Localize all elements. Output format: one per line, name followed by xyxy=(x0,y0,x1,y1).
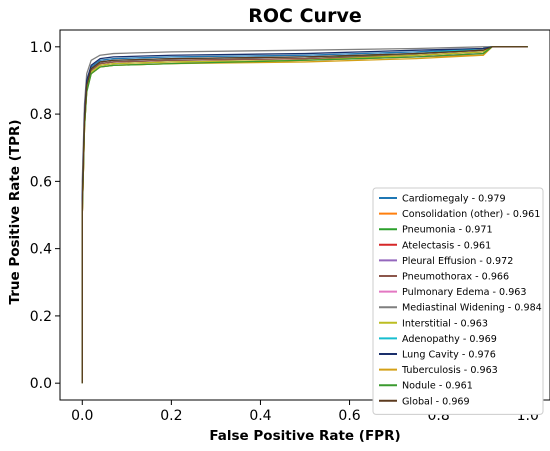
roc-curve-mediastinal-widening xyxy=(81,46,528,384)
y-axis-label: True Positive Rate (TPR) xyxy=(7,119,23,304)
x-tick-label: 0.6 xyxy=(338,408,360,424)
legend-entry: Pleural Effusion - 0.972 xyxy=(402,256,513,267)
x-tick-label: 0.0 xyxy=(71,408,93,424)
legend-entry: Tuberculosis - 0.963 xyxy=(401,365,498,376)
legend: Cardiomegaly - 0.979 Consolidation (other… xyxy=(372,187,544,415)
roc-curve-global xyxy=(81,46,528,384)
y-tick-label: 1.0 xyxy=(30,40,52,56)
x-tick-label: 0.4 xyxy=(249,408,271,424)
x-axis-label: False Positive Rate (FPR) xyxy=(209,428,400,444)
legend-entry: Global - 0.969 xyxy=(402,396,470,407)
roc-curves xyxy=(81,46,528,384)
legend-entry: Consolidation (other) - 0.961 xyxy=(402,209,540,220)
chart-title: ROC Curve xyxy=(248,5,361,27)
y-tick-label: 0.8 xyxy=(30,107,52,123)
legend-entry: Lung Cavity - 0.976 xyxy=(402,350,496,361)
y-tick-label: 0.2 xyxy=(30,309,52,325)
legend-entry: Interstitial - 0.963 xyxy=(402,318,488,329)
legend-entry: Adenopathy - 0.969 xyxy=(402,334,497,345)
legend-entry: Pneumothorax - 0.966 xyxy=(402,272,509,283)
legend-entry: Nodule - 0.961 xyxy=(402,381,473,392)
legend-entry: Pneumonia - 0.971 xyxy=(402,225,493,236)
legend-entry: Pulmonary Edema - 0.963 xyxy=(402,287,527,298)
legend-entry: Mediastinal Widening - 0.984 xyxy=(402,303,542,314)
legend-entry: Atelectasis - 0.961 xyxy=(402,240,491,251)
y-tick-label: 0.0 xyxy=(30,376,52,392)
legend-frame xyxy=(372,187,544,415)
y-tick-label: 0.4 xyxy=(30,242,52,258)
y-tick-label: 0.6 xyxy=(30,174,52,190)
plot-frame xyxy=(59,29,550,401)
x-tick-label: 0.2 xyxy=(160,408,182,424)
legend-entry: Cardiomegaly - 0.979 xyxy=(402,194,506,205)
